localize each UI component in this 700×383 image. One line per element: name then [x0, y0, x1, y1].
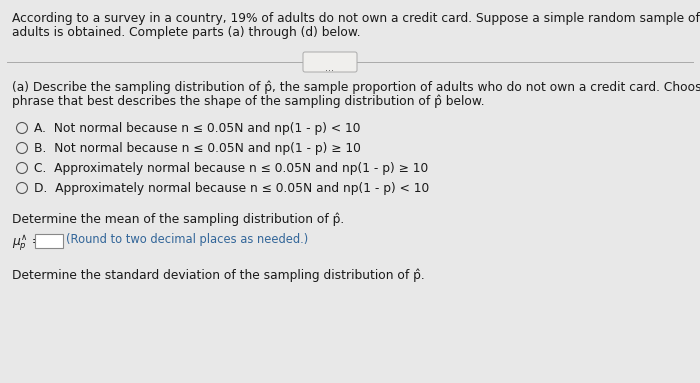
- Text: phrase that best describes the shape of the sampling distribution of p̂ below.: phrase that best describes the shape of …: [12, 94, 484, 108]
- Text: (a) Describe the sampling distribution of p̂, the sample proportion of adults wh: (a) Describe the sampling distribution o…: [12, 80, 700, 93]
- Text: A.  Not normal because n ≤ 0.05N and np(1 - p) < 10: A. Not normal because n ≤ 0.05N and np(1…: [34, 122, 361, 135]
- Text: adults is obtained. Complete parts (a) through (d) below.: adults is obtained. Complete parts (a) t…: [12, 26, 360, 39]
- Text: Determine the mean of the sampling distribution of p̂.: Determine the mean of the sampling distr…: [12, 212, 344, 226]
- Text: (Round to two decimal places as needed.): (Round to two decimal places as needed.): [66, 233, 308, 246]
- Text: B.  Not normal because n ≤ 0.05N and np(1 - p) ≥ 10: B. Not normal because n ≤ 0.05N and np(1…: [34, 142, 361, 155]
- Text: According to a survey in a country, 19% of adults do not own a credit card. Supp: According to a survey in a country, 19% …: [12, 12, 700, 25]
- Text: D.  Approximately normal because n ≤ 0.05N and np(1 - p) < 10: D. Approximately normal because n ≤ 0.05…: [34, 182, 429, 195]
- Text: C.  Approximately normal because n ≤ 0.05N and np(1 - p) ≥ 10: C. Approximately normal because n ≤ 0.05…: [34, 162, 428, 175]
- Bar: [35, 234, 63, 248]
- Text: Determine the standard deviation of the sampling distribution of p̂.: Determine the standard deviation of the …: [12, 268, 425, 282]
- FancyBboxPatch shape: [303, 52, 357, 72]
- Text: $\mu^{\wedge}_{p}$ =: $\mu^{\wedge}_{p}$ =: [12, 233, 42, 253]
- Text: ...: ...: [326, 63, 335, 73]
